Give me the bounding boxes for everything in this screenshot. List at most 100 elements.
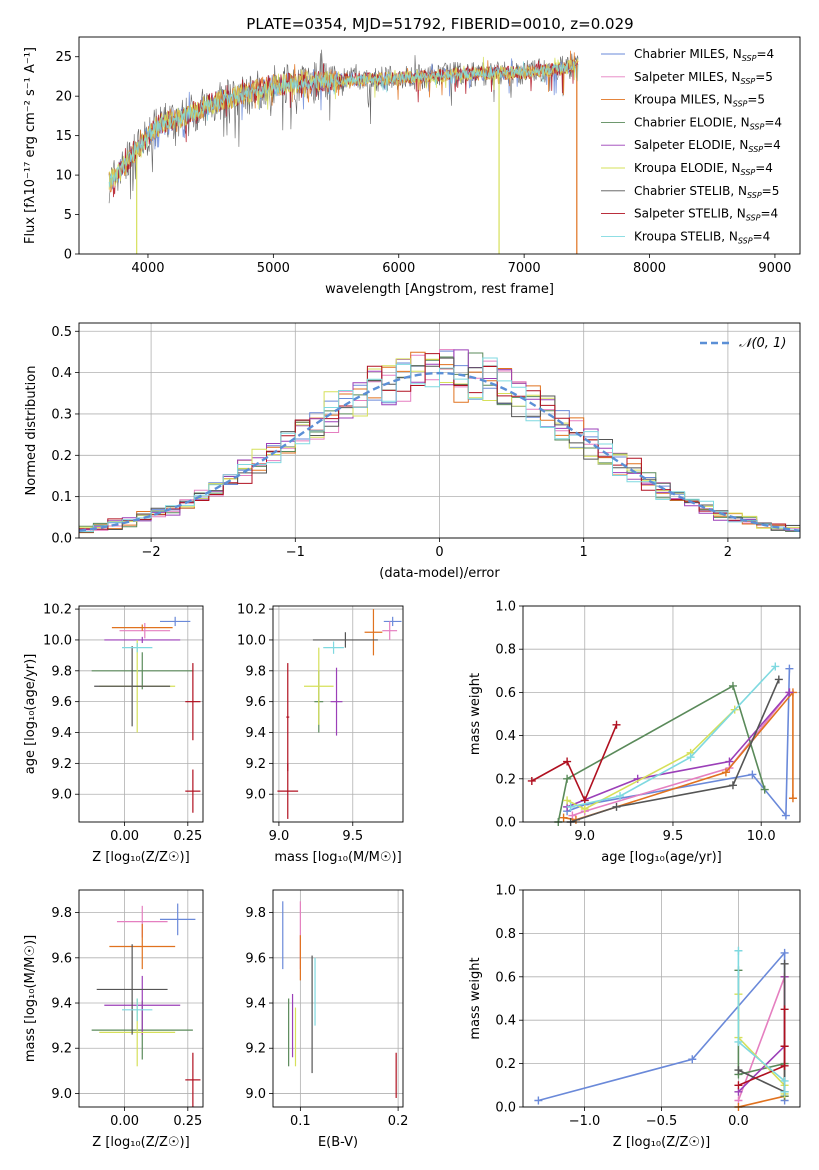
weight-marker — [563, 774, 572, 783]
weight-marker — [781, 811, 790, 820]
x-tick-label: 0.25 — [173, 829, 202, 844]
x-tick-label: 9000 — [758, 261, 791, 276]
y-tick-label: 5 — [64, 208, 72, 223]
x-tick-label: 9.5 — [342, 829, 363, 844]
weight-marker — [728, 681, 737, 690]
x-tick-label: 9.0 — [574, 829, 595, 844]
y-tick-label: 9.2 — [245, 757, 266, 772]
y-tick-label: 9.2 — [245, 1042, 266, 1057]
mass-age-frame — [272, 605, 404, 823]
y-tick-label: 0.4 — [495, 729, 516, 744]
y-tick-label: 0.0 — [51, 532, 72, 547]
weight-marker — [780, 1076, 789, 1085]
age-weight-xlabel: age [log₁₀(age/yr)] — [601, 850, 722, 865]
x-tick-label: −1.0 — [569, 1114, 601, 1129]
weight-series — [570, 679, 780, 823]
y-tick-label: 0.4 — [51, 366, 72, 381]
ebv-mass-xlabel: E(B-V) — [318, 1135, 358, 1150]
residuals-xlabel: (data-model)/error — [379, 566, 500, 581]
weight-marker — [566, 802, 575, 811]
weight-marker — [780, 959, 789, 968]
y-tick-label: 0.0 — [495, 816, 516, 831]
residuals-ylabel: Normed distribution — [24, 366, 39, 496]
z-weight-frame — [522, 889, 801, 1108]
z-age-frame — [78, 605, 204, 823]
y-tick-label: 9.6 — [51, 695, 72, 710]
residuals-histograms — [79, 349, 800, 537]
y-tick-label: 0.8 — [495, 643, 516, 658]
ebv-mass-axes: 0.1 0.2 9.0 9.2 9.4 9.6 9.8 E(B-V) — [245, 890, 408, 1150]
y-tick-label: 0.6 — [495, 686, 516, 701]
age-weight-ylabel: mass weight — [468, 673, 483, 755]
weight-series — [566, 691, 791, 808]
x-tick-label: 6000 — [382, 261, 415, 276]
y-tick-label: 15 — [55, 129, 72, 144]
spectrum-axes: 4000 5000 6000 7000 8000 9000 0 5 10 15 20 25 wavele… — [23, 47, 791, 297]
ebv-mass-frame — [272, 889, 404, 1108]
weight-marker — [527, 776, 536, 785]
weight-marker — [780, 1061, 789, 1070]
weight-series — [557, 684, 766, 823]
weight-marker — [616, 792, 625, 801]
mass-age-xlabel: mass [log₁₀(M/M☉)] — [274, 850, 401, 865]
legend-entry: 𝒩(0, 1) — [739, 336, 786, 351]
y-tick-label: 9.0 — [51, 1087, 72, 1102]
y-tick-label: 9.6 — [245, 951, 266, 966]
weight-marker — [734, 946, 743, 955]
weight-marker — [721, 768, 730, 777]
z-age-axes: 0.00 0.25 9.0 9.2 9.4 9.6 9.8 10.0 10.2 Z [log₁₀(… — [23, 603, 203, 865]
x-tick-label: −2 — [142, 545, 161, 560]
weight-series — [737, 950, 786, 1092]
y-tick-label: 9.2 — [51, 757, 72, 772]
x-tick-label: 0 — [435, 545, 443, 560]
legend-entry: Chabrier STELIB, NSSP=5 — [634, 184, 779, 200]
weight-marker — [780, 1005, 789, 1014]
x-tick-label: 7000 — [508, 261, 541, 276]
weight-marker — [780, 948, 789, 957]
x-tick-label: 5000 — [257, 261, 290, 276]
weight-marker — [748, 770, 757, 779]
y-tick-label: 0.3 — [51, 407, 72, 422]
weight-marker — [780, 1042, 789, 1051]
z-weight-axes: −1.0 −0.5 0.0 0.0 0.2 0.4 0.6 0.8 1.0 Z [log₁₀(Z/… — [468, 884, 800, 1150]
weight-series — [738, 1009, 786, 1087]
x-tick-label: 9.5 — [663, 829, 684, 844]
z-age-xlabel: Z [log₁₀(Z/Z☉)] — [92, 850, 189, 865]
x-tick-label: 8000 — [633, 261, 666, 276]
y-tick-label: 0.0 — [495, 1101, 516, 1116]
age-weight-lines — [527, 662, 797, 826]
y-tick-label: 10.0 — [43, 633, 72, 648]
y-tick-label: 9.8 — [245, 664, 266, 679]
y-tick-label: 0.6 — [495, 970, 516, 985]
spectrum-legend: Chabrier MILES, NSSP=4 Salpeter MILES, NS… — [601, 47, 782, 245]
legend-entry: Kroupa MILES, NSSP=5 — [634, 93, 765, 109]
z-mass-frame — [78, 889, 204, 1108]
y-tick-label: 1.0 — [495, 600, 516, 615]
y-tick-label: 9.0 — [51, 788, 72, 803]
y-tick-label: 9.0 — [245, 1087, 266, 1102]
figure-title: PLATE=0354, MJD=51792, FIBERID=0010, z=0… — [246, 15, 633, 33]
y-tick-label: 1.0 — [495, 884, 516, 899]
y-tick-label: 9.2 — [51, 1042, 72, 1057]
ebv-mass-points — [282, 901, 397, 1098]
z-mass-points — [91, 903, 201, 1107]
spectrum-ylabel: Flux [fλ10⁻¹⁷ erg cm⁻² s⁻¹ A⁻¹] — [23, 47, 38, 244]
y-tick-label: 0.2 — [495, 772, 516, 787]
z-mass-xlabel: Z [log₁₀(Z/Z☉)] — [92, 1135, 189, 1150]
y-tick-label: 9.4 — [245, 997, 266, 1012]
y-tick-label: 9.8 — [51, 906, 72, 921]
x-tick-label: −0.5 — [646, 1114, 678, 1129]
weight-marker — [688, 1055, 697, 1064]
weight-marker — [788, 794, 797, 803]
z-mass-ylabel: mass [log₁₀(M/M☉)] — [23, 935, 38, 1062]
weight-marker — [774, 675, 783, 684]
weight-marker — [559, 813, 568, 822]
legend-entry: Chabrier ELODIE, NSSP=4 — [634, 115, 782, 131]
y-tick-label: 0.2 — [495, 1057, 516, 1072]
mass-age-points — [277, 609, 402, 819]
x-tick-label: 0.00 — [110, 829, 139, 844]
spectrum-frame — [78, 36, 801, 255]
weight-marker — [771, 662, 780, 671]
weight-marker — [734, 1037, 743, 1046]
weight-series — [572, 691, 791, 817]
